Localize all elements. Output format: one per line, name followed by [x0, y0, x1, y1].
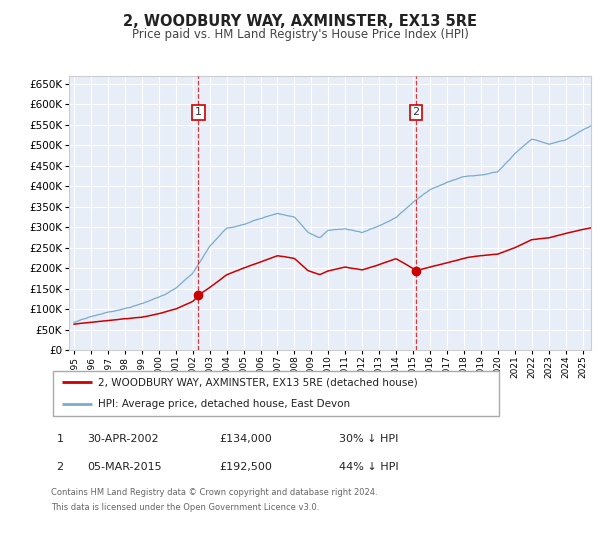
Text: 2, WOODBURY WAY, AXMINSTER, EX13 5RE: 2, WOODBURY WAY, AXMINSTER, EX13 5RE: [123, 14, 477, 29]
Text: 2: 2: [56, 462, 64, 472]
FancyBboxPatch shape: [53, 371, 499, 416]
Text: 05-MAR-2015: 05-MAR-2015: [87, 462, 161, 472]
Text: 2: 2: [413, 108, 419, 118]
Text: £192,500: £192,500: [219, 462, 272, 472]
Text: 30% ↓ HPI: 30% ↓ HPI: [339, 434, 398, 444]
Text: £134,000: £134,000: [219, 434, 272, 444]
Text: 30-APR-2002: 30-APR-2002: [87, 434, 158, 444]
Text: Price paid vs. HM Land Registry's House Price Index (HPI): Price paid vs. HM Land Registry's House …: [131, 28, 469, 41]
Text: 1: 1: [56, 434, 64, 444]
Text: Contains HM Land Registry data © Crown copyright and database right 2024.: Contains HM Land Registry data © Crown c…: [51, 488, 377, 497]
Text: 44% ↓ HPI: 44% ↓ HPI: [339, 462, 398, 472]
Text: This data is licensed under the Open Government Licence v3.0.: This data is licensed under the Open Gov…: [51, 503, 319, 512]
Text: 1: 1: [195, 108, 202, 118]
Text: 2, WOODBURY WAY, AXMINSTER, EX13 5RE (detached house): 2, WOODBURY WAY, AXMINSTER, EX13 5RE (de…: [98, 377, 418, 388]
Text: HPI: Average price, detached house, East Devon: HPI: Average price, detached house, East…: [98, 399, 350, 409]
